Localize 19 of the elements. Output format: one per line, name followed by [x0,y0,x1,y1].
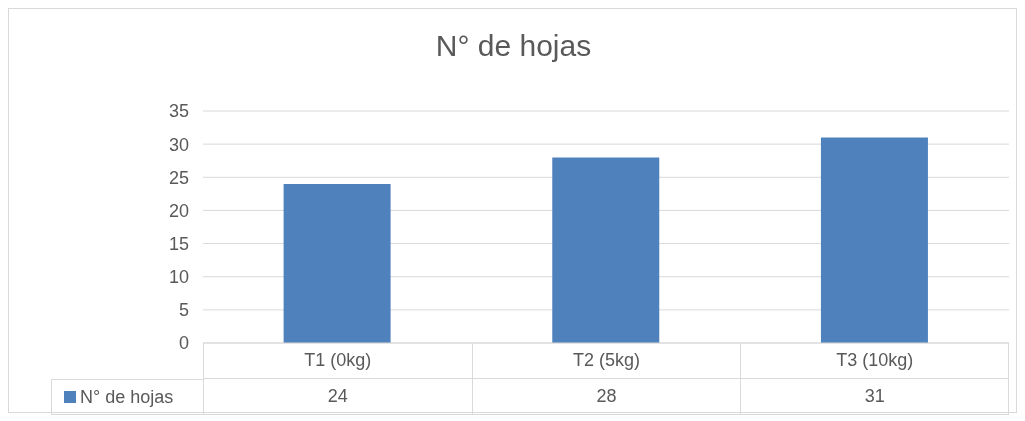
y-tick-label: 0 [178,333,189,354]
y-tick-label: 5 [178,300,189,321]
bar [283,183,391,343]
y-tick-label: 15 [168,233,189,254]
legend-label: N° de hojas [80,386,174,408]
y-tick-label: 35 [168,101,189,122]
data-label: 24 [203,379,472,415]
chart-title: N° de hojas [434,29,593,63]
x-tick-label: T2 (5kg) [471,343,741,379]
data-label: 31 [740,379,1009,415]
y-tick-label: 25 [168,167,189,188]
y-tick-label: 20 [168,200,189,221]
data-label: 28 [471,379,741,415]
x-tick-label: T3 (10kg) [740,343,1009,379]
bar [820,137,928,343]
y-tick-label: 10 [168,267,189,288]
x-tick-label: T1 (0kg) [203,343,472,379]
bar [552,157,660,343]
y-tick-label: 30 [168,134,189,155]
